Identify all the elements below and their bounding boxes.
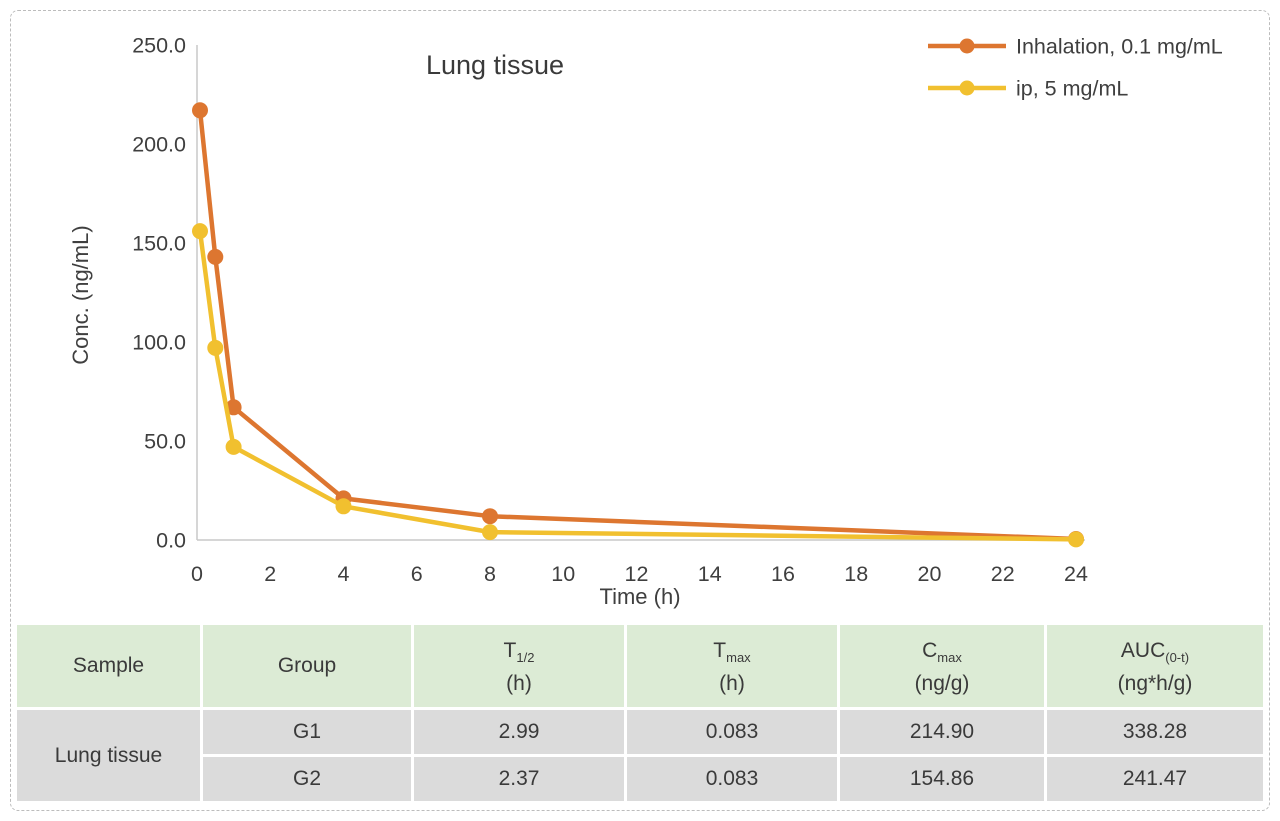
- x-tick-label: 12: [625, 562, 649, 586]
- col-header-c-max: Cmax (ng/g): [840, 625, 1044, 707]
- col-header-label: T1/2: [503, 639, 535, 666]
- data-point-marker: [192, 102, 208, 119]
- x-tick-label: 8: [484, 562, 496, 586]
- y-tick-label: 0.0: [156, 529, 186, 553]
- group-cell: G1: [203, 710, 411, 754]
- y-axis-title: Conc. (ng/mL): [68, 225, 93, 364]
- y-tick-label: 150.0: [132, 232, 186, 256]
- pk-parameters-table: Sample Group T1/2 (h) Tmax (h) Cmax (ng/…: [14, 622, 1266, 804]
- auc-cell: 338.28: [1047, 710, 1263, 754]
- x-tick-label: 14: [698, 562, 722, 586]
- t-half-cell: 2.37: [414, 757, 624, 801]
- legend-label: ip, 5 mg/mL: [1016, 77, 1128, 101]
- col-header-unit: (h): [506, 672, 532, 695]
- col-header-label: AUC(0-t): [1120, 639, 1190, 666]
- data-point-marker: [335, 498, 352, 515]
- y-tick-label: 50.0: [144, 430, 186, 454]
- col-header-label: Group: [277, 654, 337, 677]
- x-tick-label: 4: [338, 562, 350, 586]
- sample-cell: Lung tissue: [17, 710, 200, 801]
- legend-marker: [959, 80, 975, 96]
- data-point-marker: [192, 223, 208, 240]
- data-point-marker: [207, 339, 224, 356]
- t-half-cell: 2.99: [414, 710, 624, 754]
- y-tick-label: 250.0: [132, 34, 186, 58]
- x-tick-label: 2: [264, 562, 276, 586]
- x-tick-label: 18: [844, 562, 868, 586]
- col-header-unit: (h): [719, 672, 745, 695]
- t-max-cell: 0.083: [627, 757, 837, 801]
- c-max-cell: 214.90: [840, 710, 1044, 754]
- x-tick-label: 10: [551, 562, 575, 586]
- legend-label: Inhalation, 0.1 mg/mL: [1016, 35, 1223, 59]
- col-header-auc: AUC(0-t) (ng*h/g): [1047, 625, 1263, 707]
- data-point-marker: [225, 438, 242, 455]
- data-point-marker: [1068, 531, 1084, 548]
- col-header-t-max: Tmax (h): [627, 625, 837, 707]
- col-header-sample: Sample: [17, 625, 200, 707]
- col-header-unit: (ng/g): [914, 672, 970, 695]
- x-tick-label: 6: [411, 562, 423, 586]
- col-header-label: Cmax: [922, 639, 962, 666]
- x-tick-label: 16: [771, 562, 795, 586]
- legend-marker: [959, 38, 975, 54]
- series-line: [197, 228, 1079, 542]
- x-axis-title: Time (h): [599, 584, 680, 609]
- col-header-label: Tmax: [713, 639, 751, 666]
- series-line: [197, 108, 1079, 542]
- chart-title: Lung tissue: [426, 50, 564, 80]
- c-max-cell: 154.86: [840, 757, 1044, 801]
- table-row: G2 2.37 0.083 154.86 241.47: [17, 757, 1263, 801]
- data-point-marker: [207, 248, 224, 265]
- auc-cell: 241.47: [1047, 757, 1263, 801]
- x-tick-label: 24: [1064, 562, 1088, 586]
- data-point-marker: [482, 524, 498, 541]
- y-tick-label: 200.0: [132, 133, 186, 157]
- col-header-t-half: T1/2 (h): [414, 625, 624, 707]
- col-header-label: Sample: [72, 654, 145, 677]
- table-row: Lung tissue G1 2.99 0.083 214.90 338.28: [17, 710, 1263, 801]
- group-cell: G2: [203, 757, 411, 801]
- x-tick-label: 0: [191, 562, 203, 586]
- table-header-row: Sample Group T1/2 (h) Tmax (h) Cmax (ng/…: [17, 625, 1263, 707]
- data-point-marker: [225, 399, 242, 416]
- col-header-unit: (ng*h/g): [1117, 672, 1193, 695]
- col-header-group: Group: [203, 625, 411, 707]
- data-point-marker: [482, 508, 498, 525]
- t-max-cell: 0.083: [627, 710, 837, 754]
- y-tick-label: 100.0: [132, 331, 186, 355]
- x-tick-label: 22: [991, 562, 1015, 586]
- x-tick-label: 20: [918, 562, 942, 586]
